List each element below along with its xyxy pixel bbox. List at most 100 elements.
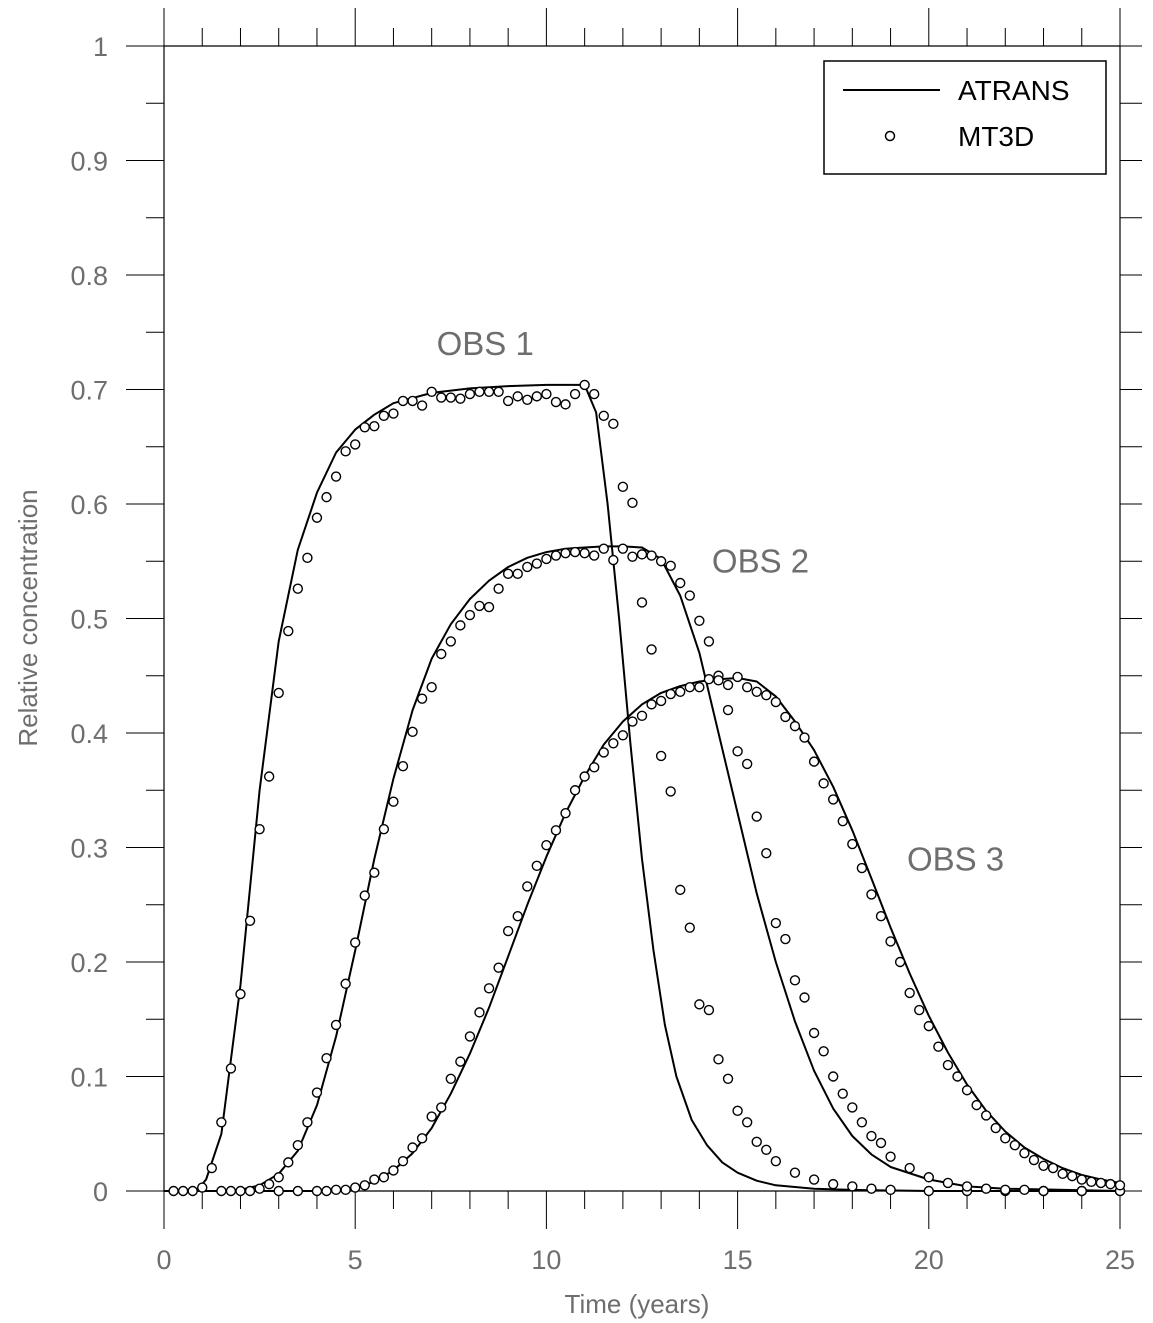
mt3d-point-obs-2 [799,992,810,1003]
x-tick-label: 20 [914,1245,944,1275]
atrans-curves [164,383,1121,1192]
y-tick-label: 0.6 [70,490,108,520]
mt3d-point-obs-3 [378,1172,390,1183]
mt3d-point-obs-3 [847,838,858,850]
mt3d-point-obs-3 [627,716,638,727]
mt3d-point-obs-1 [885,1184,896,1196]
mt3d-point-obs-3 [397,1156,409,1167]
mt3d-point-obs-3 [789,720,801,732]
mt3d-point-obs-3 [1095,1177,1107,1189]
mt3d-point-obs-1 [369,420,380,432]
mt3d-point-obs-3 [990,1122,1001,1134]
y-tick-label: 0.4 [70,719,108,749]
axis-tick-labels: 0 5 10 15 20 25 0 0.1 0.2 0.3 0.4 0.5 0.6 0.7 0.8 0.9 1 [70,32,1135,1275]
mt3d-point-obs-1 [311,512,323,523]
mt3d-point-obs-1 [579,379,590,391]
mt3d-point-obs-3 [436,1102,447,1113]
mt3d-point-obs-2 [1038,1185,1049,1197]
mt3d-point-obs-3 [904,987,915,999]
mt3d-point-obs-2 [464,609,476,621]
mt3d-point-obs-3 [1000,1133,1011,1144]
mt3d-point-obs-2 [703,636,715,647]
mt3d-point-obs-2 [302,1117,313,1128]
mt3d-point-obs-2 [263,1178,275,1190]
y-tick-label: 0.7 [70,376,108,406]
curve-label: OBS 2 [712,543,809,580]
mt3d-point-obs-1 [426,386,437,397]
mt3d-point-obs-3 [311,1185,323,1197]
mt3d-point-obs-2 [646,550,657,561]
mt3d-point-obs-1 [675,884,686,896]
legend-label-mt3d: MT3D [958,121,1034,152]
mt3d-point-obs-3 [483,983,495,994]
mt3d-point-obs-1 [866,1183,877,1194]
mt3d-point-obs-1 [464,388,476,400]
mt3d-point-obs-2 [866,1130,877,1142]
mt3d-point-obs-3 [464,1031,476,1042]
mt3d-point-obs-1 [177,1185,189,1197]
mt3d-point-obs-2 [273,1172,284,1183]
mt3d-point-obs-2 [579,548,590,559]
mt3d-point-obs-1 [445,392,456,403]
mt3d-point-obs-2 [636,549,648,560]
mt3d-point-obs-2 [761,848,772,859]
mt3d-point-obs-1 [627,497,638,509]
legend-box [823,60,1107,175]
mt3d-point-obs-3 [416,1133,428,1144]
mt3d-point-obs-2 [292,1139,304,1151]
mt3d-point-obs-1 [617,481,629,493]
mt3d-point-obs-2 [569,546,581,558]
mt3d-point-obs-1 [416,400,428,411]
mt3d-point-obs-2 [961,1181,973,1192]
mt3d-point-obs-3 [455,1056,466,1067]
mt3d-point-obs-3 [1105,1178,1116,1190]
mt3d-point-obs-2 [397,761,409,772]
mt3d-point-obs-2 [512,568,523,580]
mt3d-point-obs-3 [933,1041,944,1052]
mt3d-point-obs-1 [828,1178,839,1190]
mt3d-point-obs-2 [388,796,399,807]
mt3d-point-obs-1 [292,583,304,594]
atrans-line-obs-3 [164,677,1121,1192]
mt3d-point-obs-2 [923,1172,934,1183]
mt3d-point-obs-2 [311,1087,323,1098]
mt3d-point-obs-3 [1009,1139,1021,1151]
mt3d-point-obs-1 [397,395,409,407]
mt3d-point-obs-1 [751,1136,762,1147]
mt3d-point-obs-3 [722,679,734,691]
mt3d-point-obs-2 [675,577,686,589]
atrans-line-obs-1 [164,383,1120,1192]
mt3d-point-obs-3 [598,747,609,758]
mt3d-point-obs-3 [780,711,791,723]
mt3d-point-obs-2 [598,543,609,554]
mt3d-point-obs-1 [168,1185,179,1197]
mt3d-point-obs-1 [436,392,447,403]
mt3d-point-obs-2 [502,568,514,580]
mt3d-point-obs-2 [225,1185,237,1197]
mt3d-point-obs-1 [483,386,495,397]
mt3d-point-obs-1 [522,394,533,406]
x-tick-label: 25 [1105,1245,1135,1275]
mt3d-point-obs-2 [474,600,485,612]
mt3d-point-obs-3 [1086,1176,1097,1188]
mt3d-point-obs-2 [818,1046,829,1057]
y-tick-label: 0.3 [70,834,108,864]
mt3d-point-obs-1 [512,391,523,402]
mt3d-point-obs-1 [235,988,246,1000]
mt3d-point-obs-1 [560,399,571,410]
mt3d-point-obs-2 [244,1185,256,1197]
axis-ticks [126,8,1142,1229]
mt3d-point-obs-1 [350,439,361,450]
y-tick-label: 1 [93,32,108,62]
mt3d-point-obs-1 [531,391,543,402]
mt3d-point-obs-2 [904,1162,915,1174]
mt3d-point-obs-1 [713,1054,724,1065]
mt3d-point-obs-2 [617,543,629,554]
mt3d-point-obs-2 [722,704,734,716]
mt3d-point-obs-2 [283,1157,294,1168]
mt3d-point-obs-2 [608,554,619,566]
mt3d-point-obs-3 [608,738,619,749]
mt3d-point-obs-2 [550,550,562,561]
mt3d-point-obs-2 [426,682,437,693]
mt3d-point-obs-2 [483,601,495,613]
